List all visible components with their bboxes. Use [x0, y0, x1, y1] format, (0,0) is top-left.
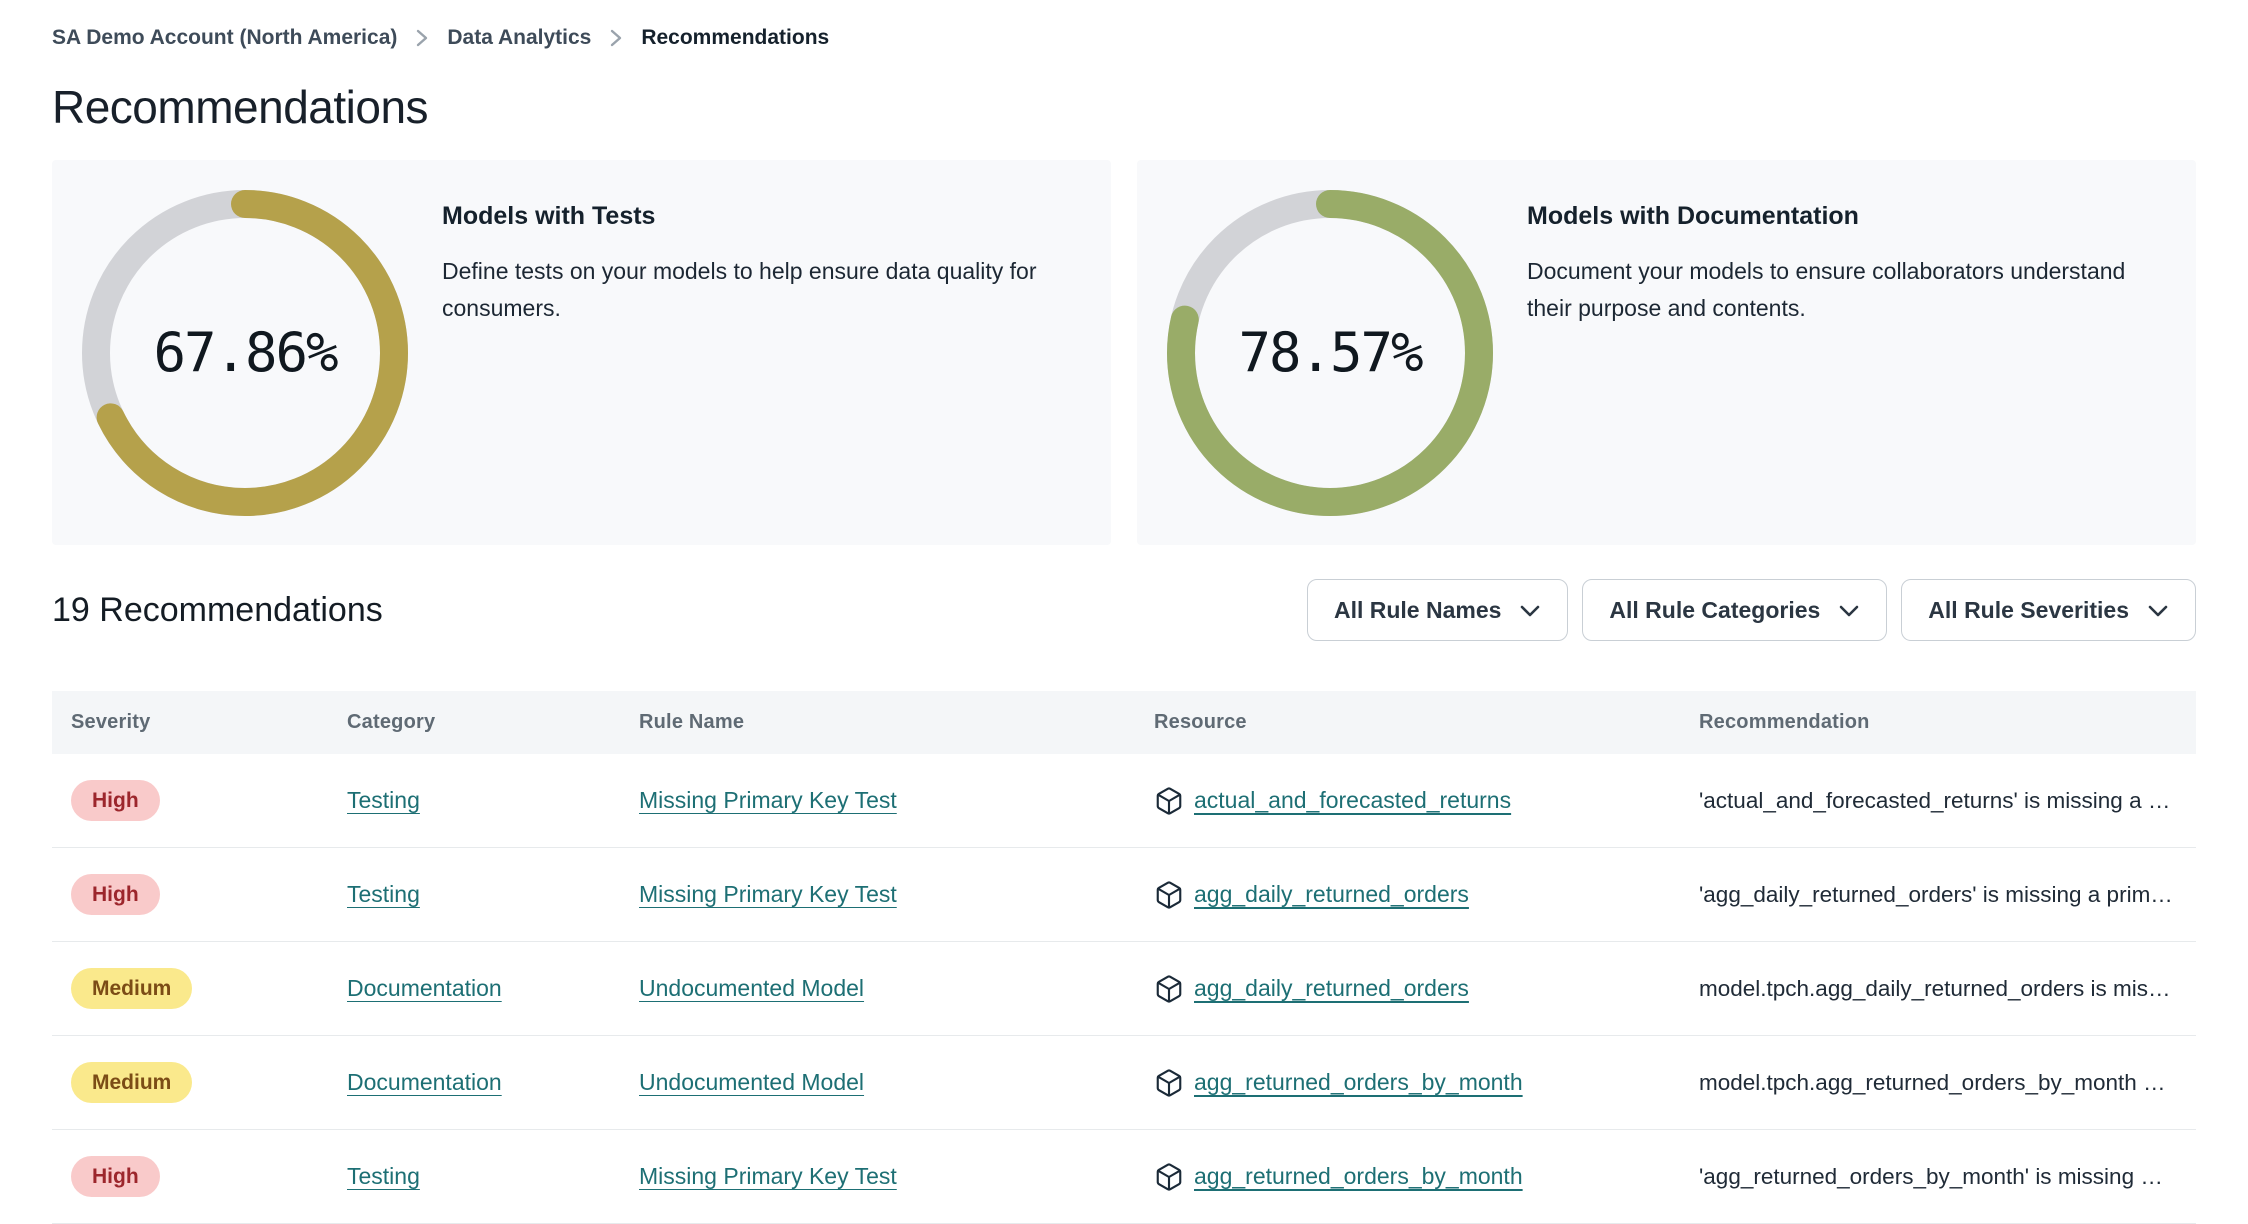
category-link[interactable]: Testing: [347, 1163, 420, 1189]
rule-name-cell: Missing Primary Key Test: [639, 1163, 1154, 1190]
rule-severities-filter[interactable]: All Rule Severities: [1901, 579, 2196, 641]
table-row: High Testing Missing Primary Key Test ag…: [52, 848, 2196, 942]
rule-names-filter-label: All Rule Names: [1333, 596, 1502, 623]
resource-cell: agg_daily_returned_orders: [1154, 880, 1699, 910]
rule-name-cell: Undocumented Model: [639, 1069, 1154, 1096]
resource-cell: agg_returned_orders_by_month: [1154, 1068, 1699, 1098]
severity-cell: High: [71, 780, 347, 821]
table-row: High Testing Missing Primary Key Test ag…: [52, 1130, 2196, 1224]
severity-badge: High: [71, 1156, 160, 1197]
table-header: Severity Category Rule Name Resource Rec…: [52, 691, 2196, 754]
recommendations-table: Severity Category Rule Name Resource Rec…: [52, 691, 2196, 1224]
chevron-right-icon: [415, 27, 429, 49]
breadcrumb-account[interactable]: SA Demo Account (North America): [52, 26, 398, 49]
category-cell: Documentation: [347, 1069, 639, 1096]
chevron-down-icon: [1519, 597, 1541, 624]
severity-cell: High: [71, 874, 347, 915]
column-recommendation: Recommendation: [1699, 711, 1870, 733]
table-row: Medium Documentation Undocumented Model …: [52, 942, 2196, 1036]
severity-badge: High: [71, 874, 160, 915]
metric-cards: 67.86% Models with Tests Define tests on…: [52, 160, 2196, 545]
filter-buttons: All Rule Names All Rule Categories All R…: [1306, 579, 2196, 641]
table-row: Medium Documentation Undocumented Model …: [52, 1036, 2196, 1130]
recommendation-text: model.tpch.agg_returned_orders_by_month …: [1699, 1069, 2166, 1095]
chevron-right-icon: [609, 27, 623, 49]
tests-donut-chart: 67.86%: [82, 189, 408, 516]
breadcrumb: SA Demo Account (North America) Data Ana…: [52, 26, 2196, 50]
resource-link[interactable]: agg_returned_orders_by_month: [1194, 1163, 1523, 1189]
documentation-card-text: Models with Documentation Document your …: [1527, 190, 2166, 327]
severity-badge: Medium: [71, 1062, 193, 1103]
column-rule-name: Rule Name: [639, 711, 745, 733]
category-link[interactable]: Testing: [347, 881, 420, 907]
category-link[interactable]: Documentation: [347, 1069, 502, 1095]
column-resource: Resource: [1154, 711, 1247, 733]
rule-names-filter[interactable]: All Rule Names: [1306, 579, 1569, 641]
rule-categories-filter-label: All Rule Categories: [1609, 596, 1821, 623]
chevron-down-icon: [2147, 597, 2169, 624]
rule-name-link[interactable]: Undocumented Model: [639, 975, 865, 1001]
resource-cell: agg_returned_orders_by_month: [1154, 1162, 1699, 1192]
rule-name-link[interactable]: Missing Primary Key Test: [639, 881, 897, 907]
documentation-card-title: Models with Documentation: [1527, 202, 1859, 230]
table-body: High Testing Missing Primary Key Test ac…: [52, 754, 2196, 1224]
tests-card-title: Models with Tests: [442, 202, 656, 230]
severity-cell: High: [71, 1156, 347, 1197]
category-cell: Documentation: [347, 975, 639, 1002]
category-link[interactable]: Documentation: [347, 975, 502, 1001]
resource-cell: actual_and_forecasted_returns: [1154, 786, 1699, 816]
model-cube-icon: [1154, 1068, 1184, 1098]
model-cube-icon: [1154, 974, 1184, 1004]
resource-link[interactable]: agg_daily_returned_orders: [1194, 881, 1469, 907]
column-category: Category: [347, 711, 436, 733]
resource-link[interactable]: actual_and_forecasted_returns: [1194, 787, 1512, 813]
models-with-tests-card: 67.86% Models with Tests Define tests on…: [52, 160, 1111, 545]
severity-cell: Medium: [71, 1062, 347, 1103]
documentation-percent-value: 78.57%: [1238, 321, 1423, 384]
column-severity: Severity: [71, 711, 151, 733]
list-controls: 19 Recommendations All Rule Names All Ru…: [52, 579, 2196, 641]
rule-name-cell: Missing Primary Key Test: [639, 881, 1154, 908]
model-cube-icon: [1154, 1162, 1184, 1192]
model-cube-icon: [1154, 880, 1184, 910]
tests-percent-value: 67.86%: [153, 321, 338, 384]
breadcrumb-current: Recommendations: [641, 26, 830, 49]
recommendation-text: 'agg_returned_orders_by_month' is missin…: [1699, 1163, 2163, 1189]
rule-name-link[interactable]: Missing Primary Key Test: [639, 1163, 897, 1189]
category-cell: Testing: [347, 881, 639, 908]
resource-link[interactable]: agg_returned_orders_by_month: [1194, 1069, 1523, 1095]
tests-card-description: Define tests on your models to help ensu…: [442, 258, 1037, 321]
category-cell: Testing: [347, 1163, 639, 1190]
severity-badge: Medium: [71, 968, 193, 1009]
resource-cell: agg_daily_returned_orders: [1154, 974, 1699, 1004]
page-title: Recommendations: [52, 81, 429, 133]
chevron-down-icon: [1838, 597, 1860, 624]
recommendation-text: 'actual_and_forecasted_returns' is missi…: [1699, 787, 2171, 813]
rule-severities-filter-label: All Rule Severities: [1928, 596, 2129, 623]
table-row: High Testing Missing Primary Key Test ac…: [52, 754, 2196, 848]
rule-name-cell: Undocumented Model: [639, 975, 1154, 1002]
rule-categories-filter[interactable]: All Rule Categories: [1582, 579, 1888, 641]
recommendation-text: model.tpch.agg_daily_returned_orders is …: [1699, 975, 2171, 1001]
recommendation-text: 'agg_daily_returned_orders' is missing a…: [1699, 881, 2173, 907]
documentation-donut-chart: 78.57%: [1167, 189, 1493, 516]
model-cube-icon: [1154, 786, 1184, 816]
breadcrumb-project[interactable]: Data Analytics: [447, 26, 592, 49]
recommendations-count: 19 Recommendations: [52, 590, 383, 629]
severity-badge: High: [71, 780, 160, 821]
resource-link[interactable]: agg_daily_returned_orders: [1194, 975, 1469, 1001]
rule-name-link[interactable]: Missing Primary Key Test: [639, 787, 897, 813]
models-with-documentation-card: 78.57% Models with Documentation Documen…: [1137, 160, 2196, 545]
documentation-card-description: Document your models to ensure collabora…: [1527, 258, 2126, 321]
category-cell: Testing: [347, 787, 639, 814]
rule-name-cell: Missing Primary Key Test: [639, 787, 1154, 814]
rule-name-link[interactable]: Undocumented Model: [639, 1069, 865, 1095]
category-link[interactable]: Testing: [347, 787, 420, 813]
tests-card-text: Models with Tests Define tests on your m…: [442, 190, 1081, 327]
severity-cell: Medium: [71, 968, 347, 1009]
